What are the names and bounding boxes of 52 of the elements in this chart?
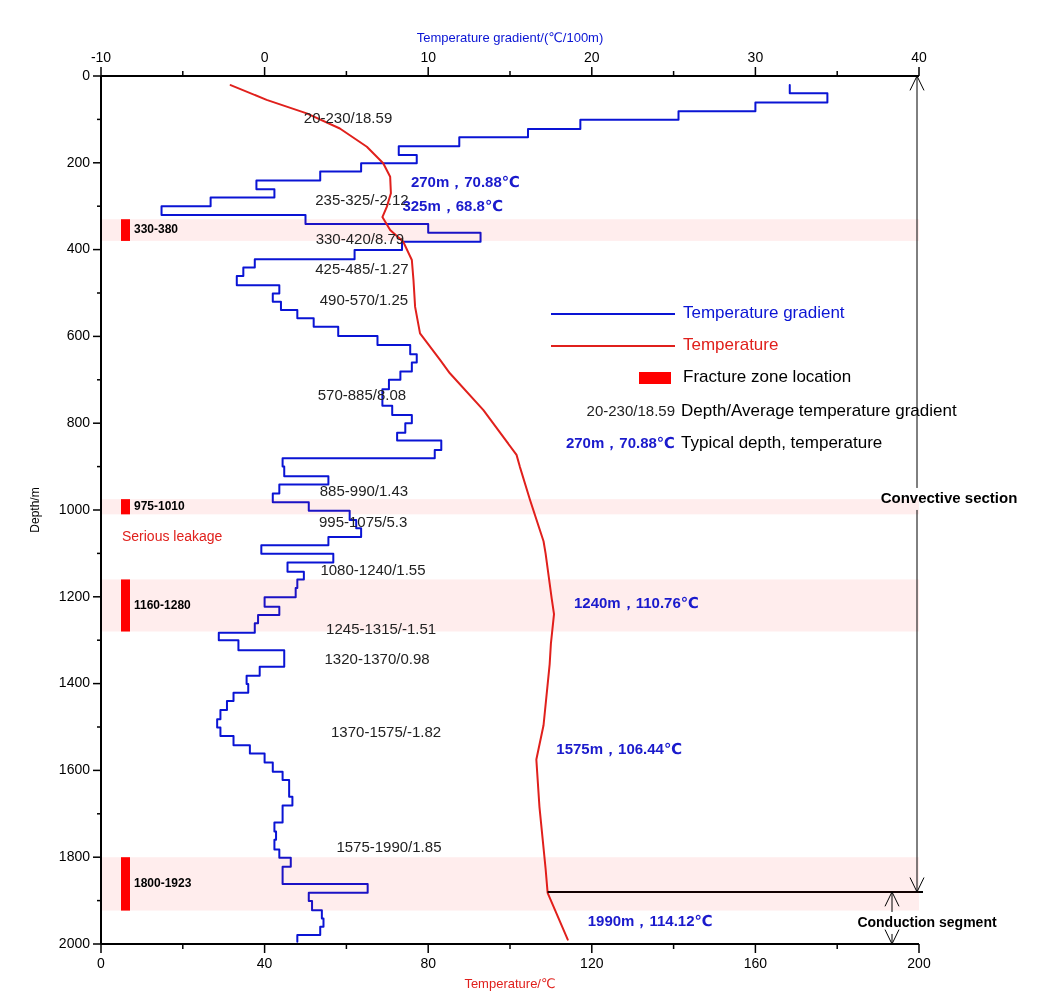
annotation: 1370-1575/-1.82 (331, 723, 442, 741)
y-tick-label: 1600 (58, 761, 91, 778)
y-tick-label: 1800 (58, 847, 91, 864)
y-axis-title: Depth/m (28, 487, 42, 533)
x-tick-label: 120 (580, 955, 604, 971)
x-tick-label: 0 (97, 955, 106, 971)
x-tick-label: 160 (743, 955, 768, 971)
annotation: 1990m，114.12℃ (587, 911, 713, 929)
annotation: Fracture zone location (683, 367, 852, 387)
y-tick-label: 1400 (58, 674, 91, 691)
y-tick-label: 1000 (58, 500, 91, 517)
y-tick-label: 600 (66, 327, 91, 344)
annotation: 885-990/1.43 (319, 481, 409, 499)
x-tick-label: 80 (420, 955, 437, 971)
x2-tick-label: -10 (90, 49, 112, 65)
text: Temperature (683, 335, 779, 355)
annotation: 1320-1370/0.98 (324, 650, 430, 668)
annotation: 1080-1240/1.55 (320, 560, 426, 578)
annotation: 1240m，110.76℃ (574, 594, 699, 612)
y-tick-label: 1200 (58, 587, 91, 604)
annotation: Conduction segment (857, 913, 997, 930)
x2-tick-label: 20 (584, 49, 600, 65)
band-label: 1800-1923 (134, 876, 192, 891)
x-axis-title: Temperature/℃ (464, 976, 556, 991)
y-tick-label: 800 (66, 413, 91, 430)
x-tick-label: 40 (256, 955, 273, 971)
annotation: Depth/Average temperature gradient (681, 401, 957, 421)
annotation: Typical depth, temperature (681, 433, 883, 453)
annotation: 1245-1315/-1.51 (326, 619, 437, 637)
x2-tick-label: 10 (420, 49, 437, 65)
annotation: 270m，70.88℃ (565, 433, 675, 451)
x-tick-label: 200 (907, 955, 931, 971)
x2-tick-label: 30 (747, 49, 764, 65)
annotation: Convective section (880, 488, 1018, 506)
y-tick-label: 2000 (58, 934, 91, 951)
annotation: 1575m，106.44℃ (556, 739, 683, 757)
annotation: Serious leakage (121, 527, 223, 544)
annotation: 270m，70.88℃ (410, 173, 520, 191)
y-tick-label: 0 (82, 66, 91, 83)
band-label: 975-1010 (134, 498, 186, 513)
annotation: 425-485/-1.27 (315, 259, 409, 277)
band-label: 330-380 (134, 222, 179, 237)
annotation: 20-230/18.59 (586, 401, 675, 419)
band-label: 1160-1280 (134, 597, 192, 612)
text: Temperature gradient (683, 303, 845, 323)
x2-tick-label: 0 (260, 49, 269, 65)
x2-axis-title: Temperature gradient/(℃/100m) (416, 30, 604, 45)
x2-tick-label: 40 (911, 49, 927, 65)
y-tick-label: 400 (66, 240, 91, 257)
y-tick-label: 200 (66, 153, 91, 170)
annotation: 490-570/1.25 (319, 290, 409, 308)
annotation: 1575-1990/1.85 (336, 838, 442, 856)
